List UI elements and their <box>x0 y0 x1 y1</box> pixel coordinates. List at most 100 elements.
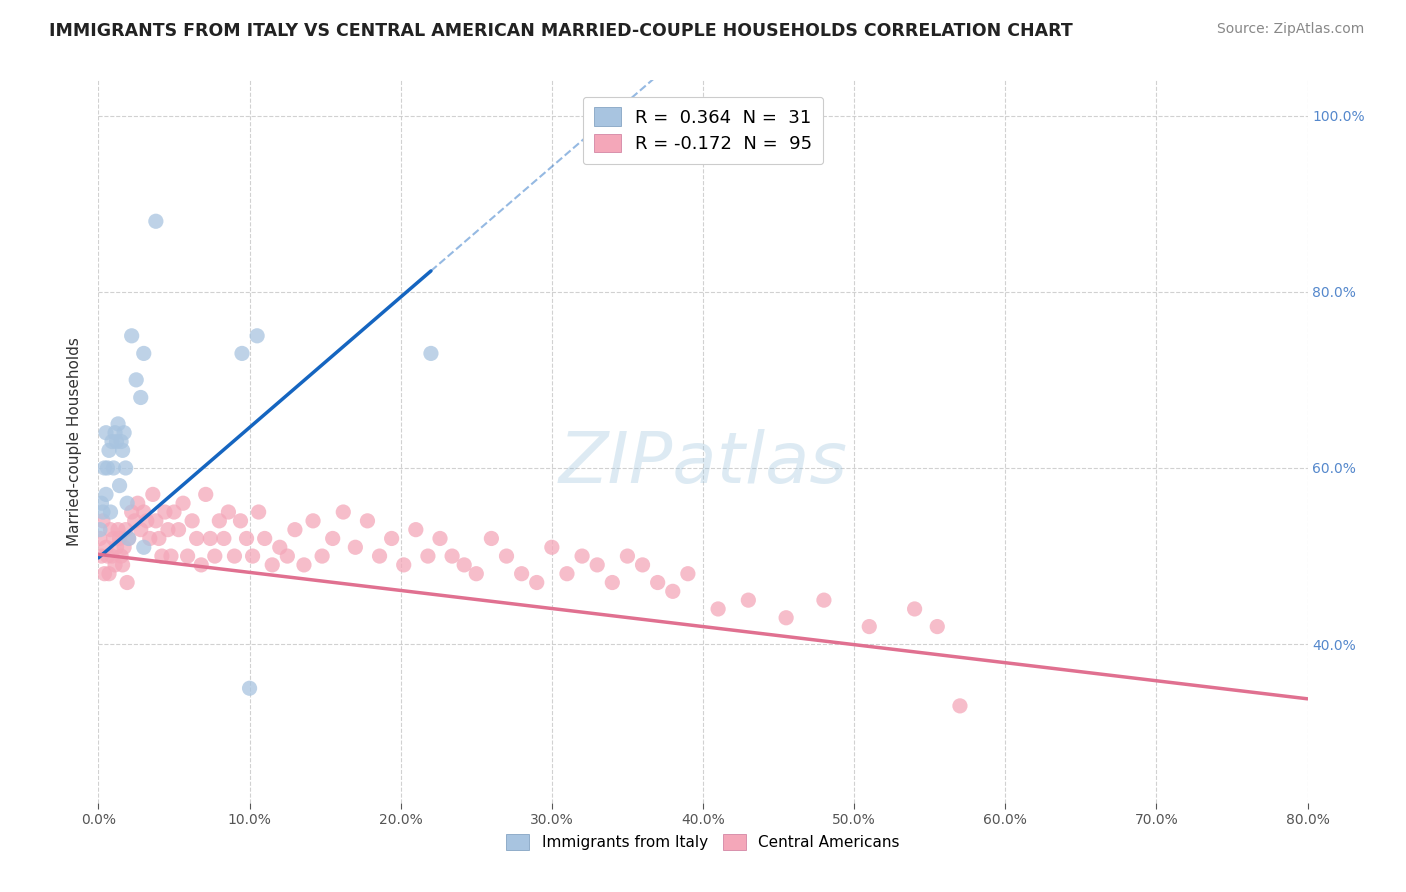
Point <box>441 549 464 563</box>
Point <box>91 505 114 519</box>
Point <box>555 566 578 581</box>
Point <box>135 514 157 528</box>
Point <box>98 443 121 458</box>
Point <box>284 523 307 537</box>
Point <box>145 514 167 528</box>
Point <box>100 523 122 537</box>
Point <box>121 328 143 343</box>
Point <box>153 505 176 519</box>
Point <box>94 487 117 501</box>
Point <box>368 549 391 563</box>
Point <box>115 496 138 510</box>
Point <box>101 549 124 563</box>
Point <box>156 523 179 537</box>
Point <box>96 549 118 563</box>
Point <box>239 681 262 696</box>
Point <box>125 373 148 387</box>
Point <box>107 417 129 431</box>
Point <box>104 425 127 440</box>
Point <box>127 496 149 510</box>
Point <box>100 505 122 519</box>
Point <box>269 541 291 555</box>
Point <box>224 549 246 563</box>
Point <box>481 532 503 546</box>
Point <box>217 505 239 519</box>
Point <box>405 523 427 537</box>
Point <box>114 523 136 537</box>
Point <box>129 391 152 405</box>
Point <box>292 558 315 572</box>
Point <box>114 461 136 475</box>
Point <box>105 541 128 555</box>
Point <box>927 619 949 633</box>
Point <box>332 505 354 519</box>
Point <box>302 514 325 528</box>
Point <box>148 532 170 546</box>
Point <box>194 487 217 501</box>
Point <box>110 549 132 563</box>
Point <box>208 514 231 528</box>
Point <box>150 549 173 563</box>
Point <box>571 549 593 563</box>
Point <box>453 558 475 572</box>
Point <box>381 532 404 546</box>
Legend: Immigrants from Italy, Central Americans: Immigrants from Italy, Central Americans <box>501 829 905 856</box>
Point <box>89 523 111 537</box>
Point <box>212 532 235 546</box>
Text: Source: ZipAtlas.com: Source: ZipAtlas.com <box>1216 22 1364 37</box>
Point <box>737 593 759 607</box>
Point <box>465 566 488 581</box>
Point <box>631 558 654 572</box>
Point <box>707 602 730 616</box>
Point <box>115 575 138 590</box>
Point <box>132 346 155 360</box>
Point <box>90 496 112 510</box>
Point <box>246 328 269 343</box>
Point <box>231 346 253 360</box>
Point <box>96 461 118 475</box>
Point <box>311 549 333 563</box>
Point <box>247 505 270 519</box>
Point <box>190 558 212 572</box>
Point <box>93 461 115 475</box>
Point <box>253 532 276 546</box>
Point <box>661 584 683 599</box>
Point <box>616 549 638 563</box>
Point <box>132 505 155 519</box>
Point <box>163 505 186 519</box>
Point <box>103 461 125 475</box>
Point <box>420 346 443 360</box>
Point <box>176 549 198 563</box>
Point <box>94 541 117 555</box>
Point <box>111 558 134 572</box>
Point <box>904 602 927 616</box>
Point <box>242 549 264 563</box>
Point <box>262 558 284 572</box>
Point <box>647 575 669 590</box>
Text: ZIPatlas: ZIPatlas <box>558 429 848 498</box>
Y-axis label: Married-couple Households: Married-couple Households <box>67 337 83 546</box>
Point <box>101 434 124 449</box>
Point <box>108 478 131 492</box>
Point <box>276 549 298 563</box>
Point <box>94 425 117 440</box>
Point <box>392 558 415 572</box>
Point <box>118 532 141 546</box>
Point <box>139 532 162 546</box>
Point <box>526 575 548 590</box>
Point <box>110 434 132 449</box>
Point <box>145 214 167 228</box>
Point <box>356 514 378 528</box>
Point <box>108 532 131 546</box>
Point <box>949 698 972 713</box>
Point <box>602 575 624 590</box>
Point <box>172 496 194 510</box>
Point <box>676 566 699 581</box>
Point <box>167 523 190 537</box>
Point <box>586 558 609 572</box>
Point <box>429 532 451 546</box>
Point <box>142 487 165 501</box>
Point <box>235 532 257 546</box>
Point <box>121 505 143 519</box>
Point <box>132 541 155 555</box>
